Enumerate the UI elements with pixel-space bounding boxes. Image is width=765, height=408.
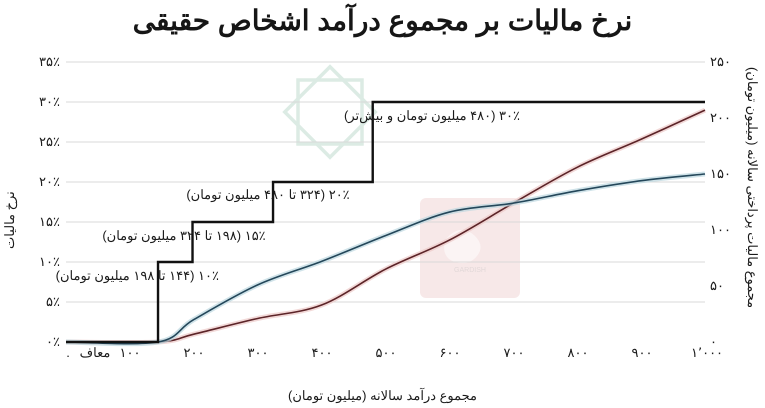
svg-text:GARDISH: GARDISH xyxy=(454,267,486,274)
